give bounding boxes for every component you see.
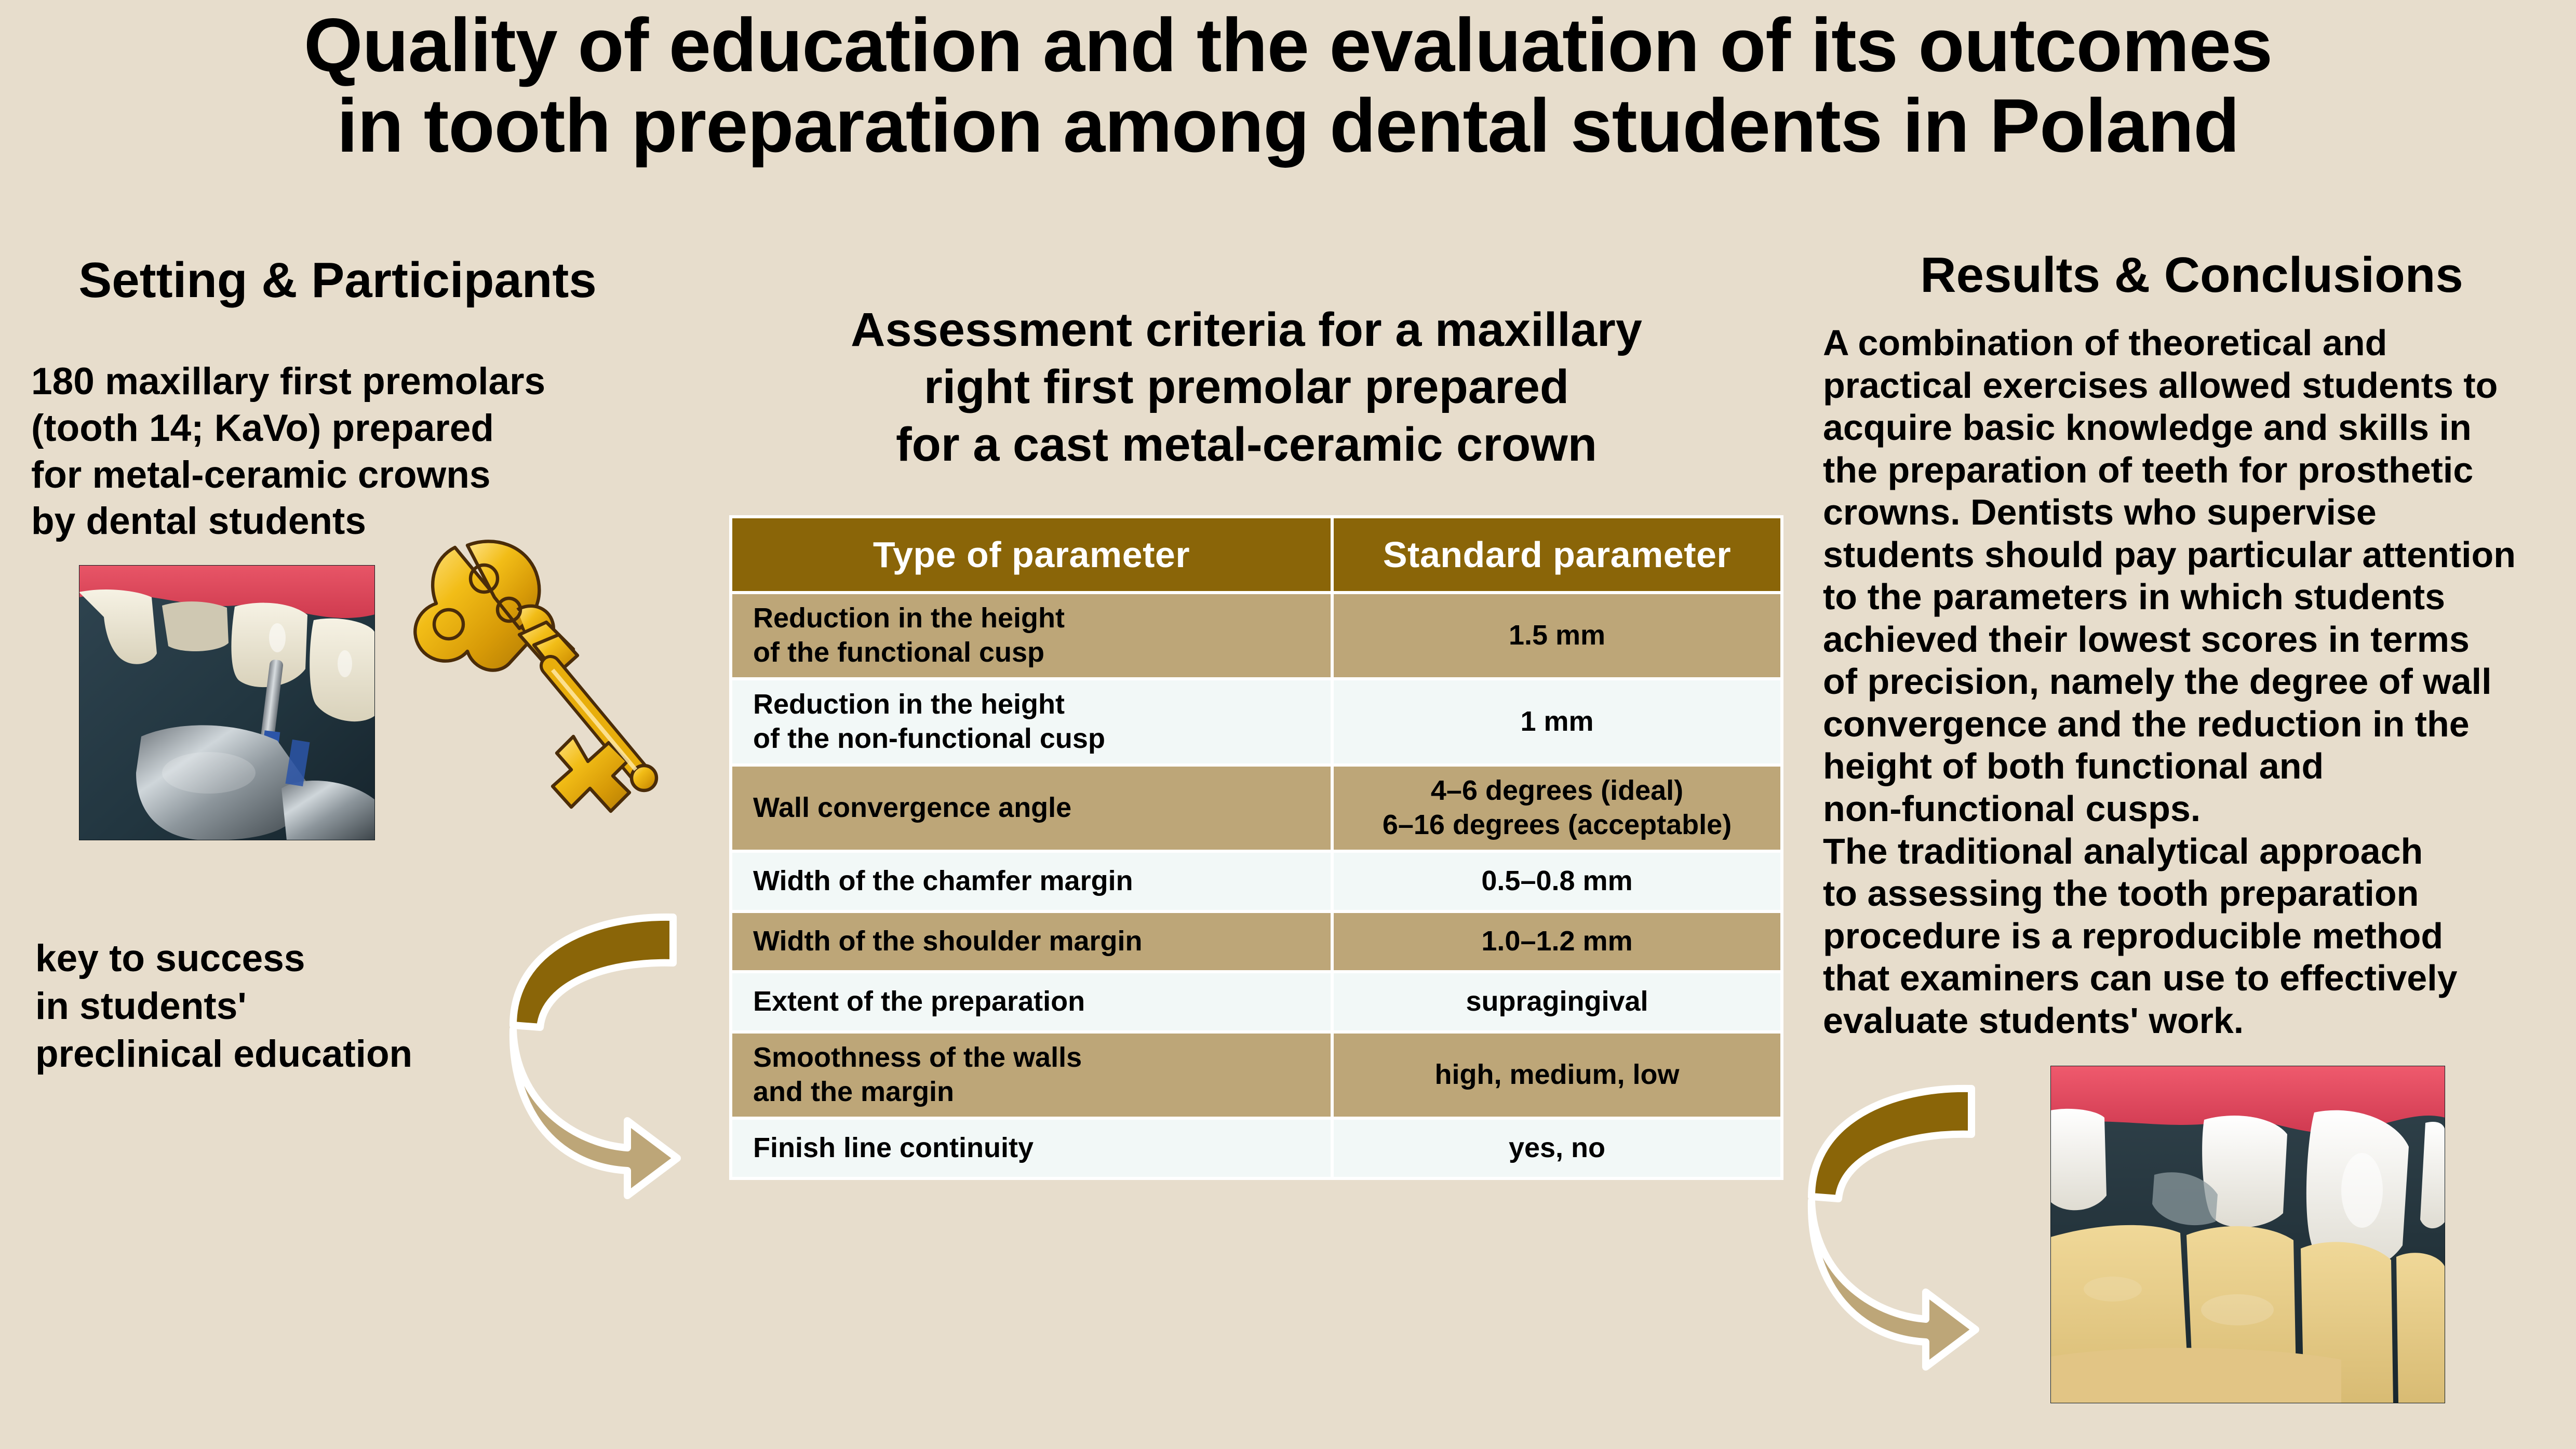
table-row: Finish line continuity yes, no (732, 1120, 1780, 1177)
results-line: that examiners can use to effectively (1823, 958, 2458, 999)
table-row: Wall convergence angle 4–6 degrees (idea… (732, 767, 1780, 850)
results-line: students should pay particular attention (1823, 534, 2516, 575)
results-line: the preparation of teeth for prosthetic (1823, 449, 2474, 490)
dental-preparation-photo-graphic (79, 565, 375, 840)
value-line: supragingival (1466, 986, 1648, 1017)
results-line: to assessing the tooth preparation (1823, 873, 2419, 914)
table-row: Smoothness of the walls and the margin h… (732, 1034, 1780, 1117)
results-line: achieved their lowest scores in terms (1823, 619, 2470, 660)
value-cell: 1 mm (1334, 680, 1780, 763)
setting-line-1: 180 maxillary first premolars (31, 360, 546, 403)
value-cell: 0.5–0.8 mm (1334, 853, 1780, 910)
parameter-cell: Reduction in the height of the non-funct… (732, 680, 1331, 763)
prepared-tooth-photo (2050, 1066, 2445, 1403)
parameter-line: of the functional cusp (753, 637, 1044, 668)
value-line: 1.5 mm (1508, 620, 1606, 651)
golden-key-icon-graphic (413, 540, 659, 813)
value-line: 0.5–0.8 mm (1481, 865, 1633, 897)
parameter-line: and the margin (753, 1076, 955, 1107)
criteria-heading-line-2: right first premolar prepared (923, 360, 1569, 414)
results-line: height of both functional and (1823, 746, 2324, 787)
results-line: acquire basic knowledge and skills in (1823, 407, 2472, 448)
results-line: procedure is a reproducible method (1823, 915, 2444, 956)
column-header-type-of-parameter: Type of parameter (732, 518, 1331, 591)
dental-preparation-photo (79, 565, 375, 840)
value-line: 1 mm (1520, 706, 1594, 737)
setting-line-2: (tooth 14; KaVo) prepared (31, 407, 494, 449)
parameter-cell: Extent of the preparation (732, 973, 1331, 1030)
assessment-criteria-table: Type of parameter Standard parameter Red… (729, 515, 1783, 1180)
table-row: Reduction in the height of the functiona… (732, 594, 1780, 677)
results-line: convergence and the reduction in the (1823, 703, 2470, 744)
results-line: non-functional cusps. (1823, 788, 2201, 829)
setting-participants-heading: Setting & Participants (78, 252, 597, 308)
parameter-cell: Width of the chamfer margin (732, 853, 1331, 910)
curved-arrow-icon-graphic (509, 913, 681, 1199)
results-line: crowns. Dentists who supervise (1823, 492, 2377, 533)
golden-key-icon (395, 514, 665, 826)
results-line: The traditional analytical approach (1823, 830, 2423, 871)
value-cell: 1.0–1.2 mm (1334, 913, 1780, 970)
column-header-standard-parameter: Standard parameter (1334, 518, 1780, 591)
value-line: 4–6 degrees (ideal) (1430, 775, 1684, 807)
setting-participants-text: 180 maxillary first premolars (tooth 14;… (31, 358, 701, 545)
assessment-criteria-heading: Assessment criteria for a maxillary righ… (748, 301, 1745, 473)
results-line: practical exercises allowed students to (1823, 365, 2498, 406)
curved-arrow-icon (1797, 1070, 2020, 1371)
value-cell: 1.5 mm (1334, 594, 1780, 677)
caption-line-1: key to success (35, 937, 305, 980)
parameter-line: Extent of the preparation (753, 986, 1085, 1017)
curved-arrow-icon-graphic (1807, 1084, 1979, 1371)
criteria-heading-line-3: for a cast metal-ceramic crown (896, 418, 1597, 471)
value-line: 1.0–1.2 mm (1481, 925, 1633, 957)
parameter-line: Reduction in the height (753, 689, 1065, 720)
parameter-cell: Finish line continuity (732, 1120, 1331, 1177)
results-line: A combination of theoretical and (1823, 323, 2387, 363)
results-conclusions-text: A combination of theoretical and practic… (1823, 322, 2576, 1042)
table-row: Extent of the preparation supragingival (732, 973, 1780, 1030)
value-cell: supragingival (1334, 973, 1780, 1030)
parameter-line: Finish line continuity (753, 1132, 1034, 1164)
page-title: Quality of education and the evaluation … (0, 5, 2576, 166)
value-cell: yes, no (1334, 1120, 1780, 1177)
table-row: Reduction in the height of the non-funct… (732, 680, 1780, 763)
parameter-cell: Wall convergence angle (732, 767, 1331, 850)
parameter-cell: Smoothness of the walls and the margin (732, 1034, 1331, 1117)
caption-line-2: in students' (35, 985, 247, 1027)
table-row: Width of the chamfer margin 0.5–0.8 mm (732, 853, 1780, 910)
results-line: of precision, namely the degree of wall (1823, 661, 2492, 702)
prepared-tooth-photo-graphic (2050, 1066, 2445, 1403)
parameter-line: of the non-functional cusp (753, 723, 1105, 754)
parameter-cell: Reduction in the height of the functiona… (732, 594, 1331, 677)
title-line-1: Quality of education and the evaluation … (303, 3, 2273, 87)
setting-line-4: by dental students (31, 500, 366, 543)
value-line: yes, no (1508, 1132, 1606, 1164)
criteria-heading-line-1: Assessment criteria for a maxillary (851, 303, 1642, 356)
title-line-2: in tooth preparation among dental studen… (337, 83, 2240, 168)
parameter-line: Reduction in the height (753, 602, 1065, 634)
parameter-line: Width of the chamfer margin (753, 865, 1133, 897)
caption-line-3: preclinical education (35, 1032, 413, 1075)
results-line: evaluate students' work. (1823, 1000, 2244, 1041)
value-line: 6–16 degrees (acceptable) (1382, 809, 1732, 840)
parameter-line: Width of the shoulder margin (753, 925, 1143, 957)
results-line: to the parameters in which students (1823, 576, 2445, 618)
value-line: high, medium, low (1434, 1059, 1680, 1091)
key-to-success-caption: key to success in students' preclinical … (35, 935, 555, 1078)
parameter-line: Wall convergence angle (753, 792, 1072, 824)
setting-line-3: for metal-ceramic crowns (31, 453, 491, 496)
value-cell: high, medium, low (1334, 1034, 1780, 1117)
curved-arrow-icon (499, 898, 722, 1199)
table-row: Width of the shoulder margin 1.0–1.2 mm (732, 913, 1780, 970)
value-cell: 4–6 degrees (ideal) 6–16 degrees (accept… (1334, 767, 1780, 850)
results-conclusions-heading: Results & Conclusions (1920, 247, 2463, 303)
parameter-line: Smoothness of the walls (753, 1042, 1082, 1074)
parameter-cell: Width of the shoulder margin (732, 913, 1331, 970)
table-header-row: Type of parameter Standard parameter (732, 518, 1780, 591)
